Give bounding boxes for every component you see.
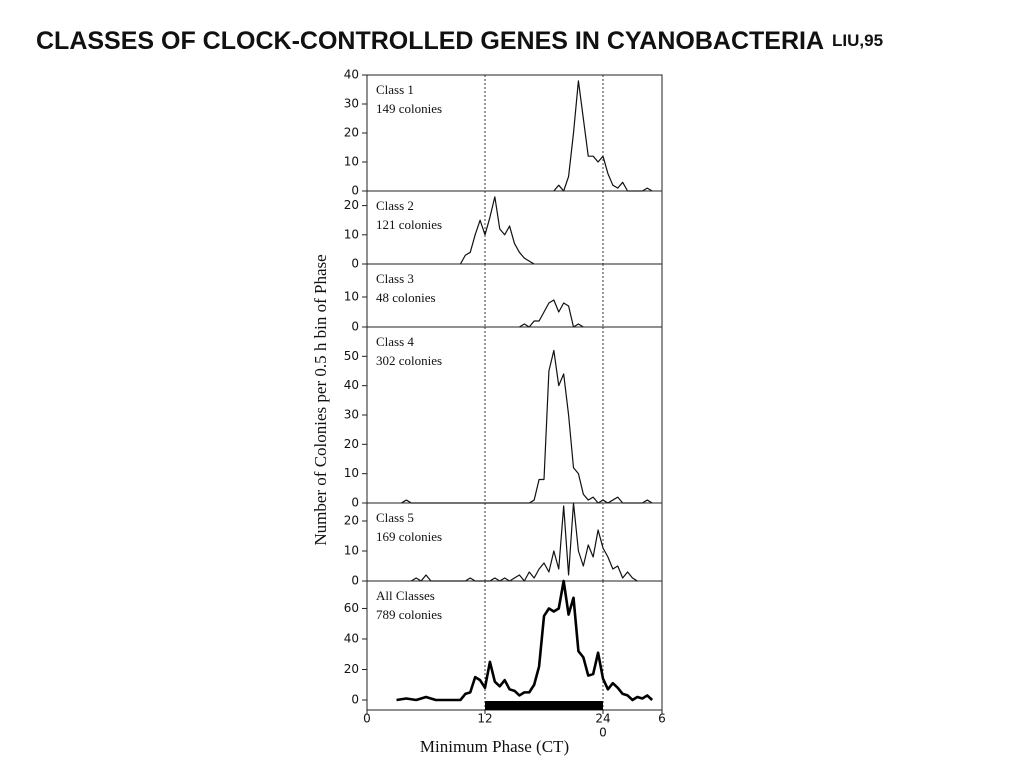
panel-label: Class 5 (376, 510, 414, 525)
y-tick-label: 20 (344, 437, 359, 451)
y-tick-label: 10 (344, 227, 359, 241)
y-tick-label: 10 (344, 466, 359, 480)
title-suffix: LIU,95 (832, 31, 883, 50)
x-tick-label: 6 (658, 712, 666, 726)
y-tick-label: 0 (351, 320, 359, 334)
y-tick-label: 20 (344, 198, 359, 212)
data-line (410, 502, 638, 582)
y-tick-label: 40 (344, 68, 359, 82)
x-tick-label: 12 (477, 712, 492, 726)
y-tick-label: 10 (344, 544, 359, 558)
y-tick-label: 0 (351, 693, 359, 707)
y-tick-label: 20 (344, 514, 359, 528)
y-tick-label: 50 (344, 349, 359, 363)
panel-sublabel: 121 colonies (376, 217, 442, 232)
panel-sublabel: 48 colonies (376, 290, 436, 305)
dark-phase-bar (485, 701, 603, 710)
panel-label: Class 3 (376, 271, 414, 286)
x-tick-label: 24 (595, 712, 610, 726)
y-tick-label: 40 (344, 378, 359, 392)
title-main: CLASSES OF CLOCK-CONTROLLED GENES IN CYA… (36, 27, 824, 55)
panel-label: Class 4 (376, 334, 414, 349)
x-tick-label: 0 (363, 712, 371, 726)
panel-label: Class 2 (376, 198, 414, 213)
y-tick-label: 10 (344, 155, 359, 169)
y-tick-label: 20 (344, 662, 359, 676)
slide-title: CLASSES OF CLOCK-CONTROLLED GENES IN CYA… (36, 27, 883, 55)
y-tick-label: 0 (351, 257, 359, 271)
y-tick-label: 0 (351, 574, 359, 588)
y-tick-label: 30 (344, 97, 359, 111)
y-tick-label: 20 (344, 126, 359, 140)
y-tick-label: 0 (351, 496, 359, 510)
y-tick-label: 0 (351, 184, 359, 198)
y-tick-label: 10 (344, 290, 359, 304)
data-line (396, 579, 654, 702)
panel-sublabel: 149 colonies (376, 101, 442, 116)
panel-sublabel: 789 colonies (376, 607, 442, 622)
panel-label: All Classes (376, 588, 435, 603)
data-line (459, 196, 535, 265)
panel-sublabel: 302 colonies (376, 353, 442, 368)
panel-label: Class 1 (376, 82, 414, 97)
y-tick-label: 40 (344, 631, 359, 645)
panel-sublabel: 169 colonies (376, 529, 442, 544)
data-line (401, 349, 653, 504)
y-axis-label: Number of Colonies per 0.5 h bin of Phas… (311, 254, 330, 545)
x-tick-sublabel: 0 (599, 726, 607, 740)
y-tick-label: 60 (344, 601, 359, 615)
data-line (519, 299, 584, 328)
y-tick-label: 30 (344, 408, 359, 422)
x-axis-label: Minimum Phase (CT) (420, 737, 569, 756)
